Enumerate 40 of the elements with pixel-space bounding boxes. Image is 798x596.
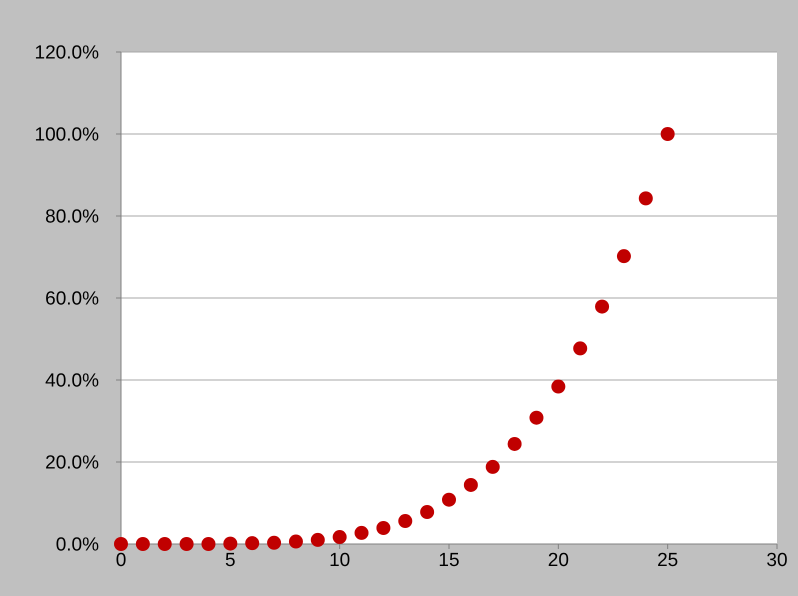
point — [223, 536, 238, 551]
point — [573, 341, 588, 356]
point — [201, 537, 216, 551]
point — [508, 436, 522, 451]
x-tick-label: 0 — [116, 550, 126, 571]
x-tick-label: 25 — [657, 550, 678, 571]
point — [114, 537, 128, 551]
point — [464, 478, 478, 492]
y-tick-label: 60.0% — [45, 288, 100, 310]
x-tick-label: 30 — [766, 550, 788, 571]
point — [638, 191, 653, 206]
point — [486, 460, 500, 474]
point — [288, 534, 303, 549]
point — [551, 380, 566, 394]
x-tick-label: 10 — [329, 550, 350, 571]
x-tick-label: 20 — [548, 550, 569, 571]
point — [529, 410, 544, 425]
point — [354, 526, 369, 540]
y-tick-label: 40.0% — [45, 370, 100, 392]
y-tick-label: 120.0% — [34, 42, 100, 64]
point — [245, 536, 260, 550]
point — [158, 537, 172, 551]
x-tick-label: 15 — [438, 550, 460, 571]
point — [310, 532, 325, 547]
y-tick-label: 80.0% — [45, 206, 100, 228]
point — [420, 505, 434, 520]
y-tick-label: 100.0% — [34, 124, 100, 146]
point — [180, 537, 194, 551]
point — [660, 127, 675, 141]
point — [136, 537, 150, 551]
point — [332, 530, 347, 544]
y-tick-label: 0.0% — [56, 534, 100, 556]
point — [398, 514, 412, 528]
point — [442, 492, 456, 507]
point — [616, 249, 631, 264]
point — [595, 300, 610, 314]
point — [267, 536, 282, 550]
y-tick-label: 20.0% — [45, 452, 100, 474]
point — [376, 521, 390, 536]
x-tick-label: 5 — [225, 550, 236, 571]
